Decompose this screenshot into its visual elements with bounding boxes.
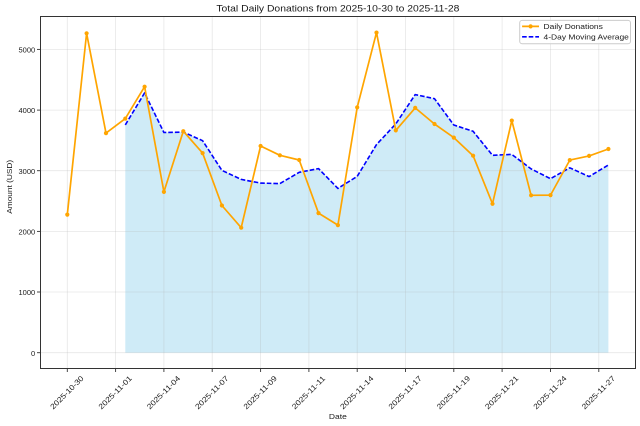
svg-text:0: 0: [31, 349, 35, 358]
svg-text:Total Daily Donations from 202: Total Daily Donations from 2025-10-30 to…: [216, 4, 459, 14]
svg-text:5000: 5000: [19, 46, 36, 55]
svg-text:Amount (USD): Amount (USD): [5, 159, 14, 213]
svg-text:Daily Donations: Daily Donations: [544, 22, 604, 31]
svg-text:Date: Date: [329, 412, 347, 421]
svg-text:3000: 3000: [19, 167, 36, 176]
svg-text:4-Day Moving Average: 4-Day Moving Average: [544, 33, 629, 42]
svg-text:2000: 2000: [19, 228, 36, 237]
svg-text:4000: 4000: [19, 106, 36, 115]
svg-text:1000: 1000: [19, 288, 36, 297]
